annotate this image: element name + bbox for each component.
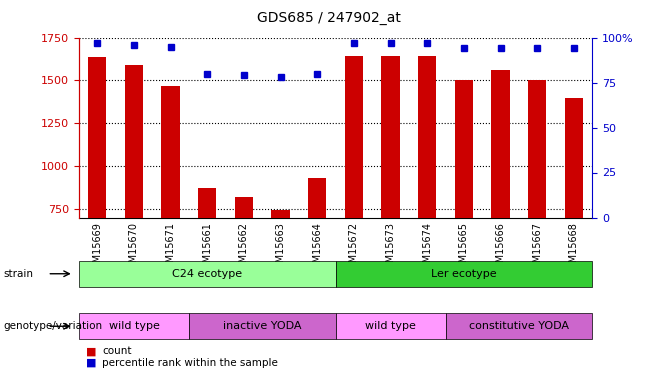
Text: ■: ■: [86, 357, 96, 368]
Text: C24 ecotype: C24 ecotype: [172, 269, 242, 279]
Text: ■: ■: [86, 346, 96, 356]
Text: wild type: wild type: [365, 321, 416, 331]
Text: GDS685 / 247902_at: GDS685 / 247902_at: [257, 11, 401, 25]
Text: genotype/variation: genotype/variation: [3, 321, 103, 331]
Text: wild type: wild type: [109, 321, 159, 331]
Bar: [271, 210, 290, 218]
Bar: [345, 56, 363, 217]
Bar: [88, 57, 107, 217]
Bar: [565, 98, 583, 218]
Text: Ler ecotype: Ler ecotype: [431, 269, 497, 279]
Bar: [235, 197, 253, 217]
Bar: [125, 65, 143, 218]
Text: strain: strain: [3, 269, 34, 279]
Bar: [528, 80, 546, 218]
Bar: [308, 178, 326, 218]
Text: percentile rank within the sample: percentile rank within the sample: [102, 357, 278, 368]
Bar: [455, 80, 473, 218]
Bar: [382, 56, 399, 217]
Bar: [198, 188, 216, 218]
Text: inactive YODA: inactive YODA: [223, 321, 301, 331]
Bar: [161, 86, 180, 218]
Text: count: count: [102, 346, 132, 356]
Text: constitutive YODA: constitutive YODA: [469, 321, 569, 331]
Bar: [492, 70, 510, 217]
Bar: [418, 56, 436, 217]
